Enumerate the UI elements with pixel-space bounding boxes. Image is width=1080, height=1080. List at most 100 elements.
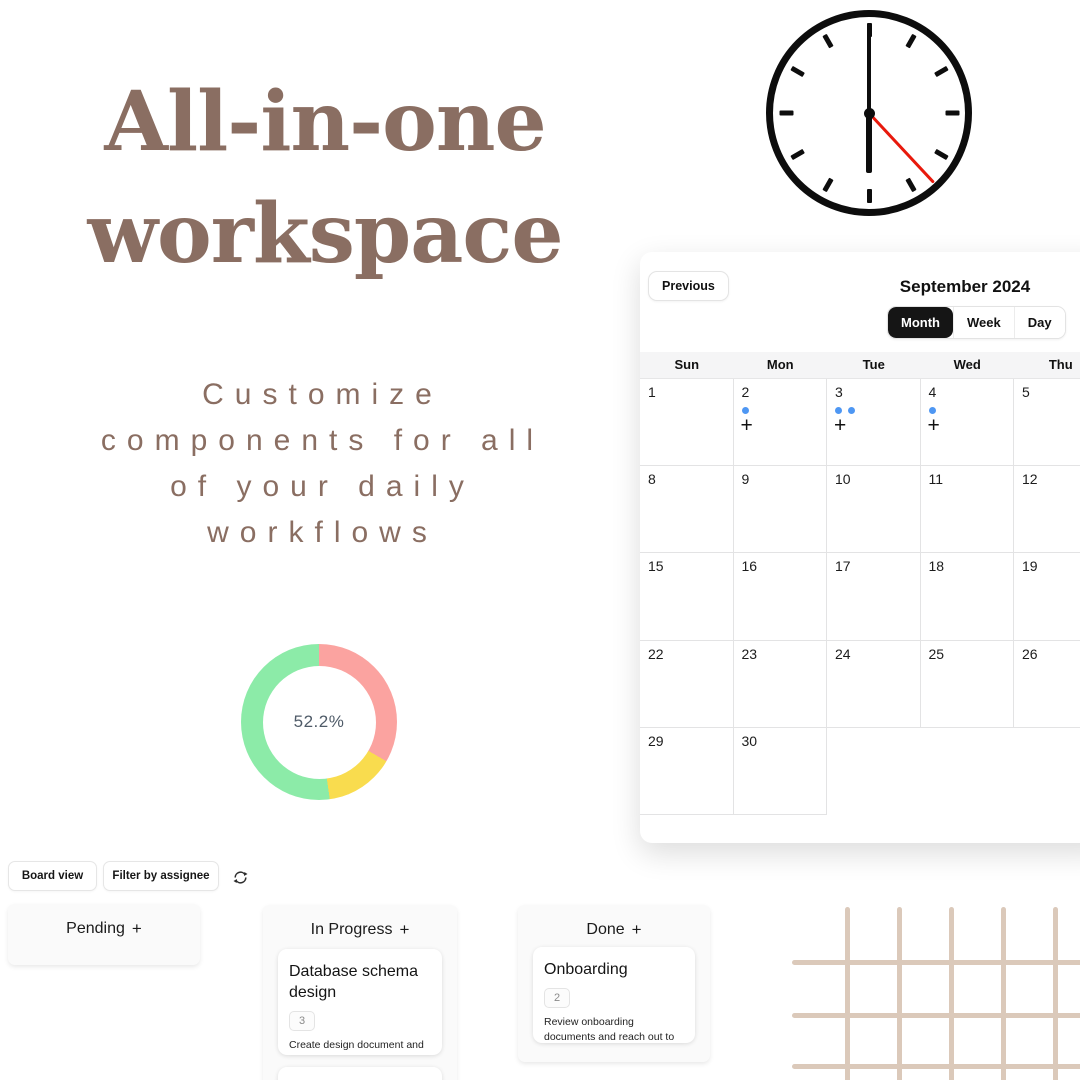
calendar-cell[interactable]: 3 + (827, 379, 921, 467)
column-header: Pending + (8, 904, 200, 938)
calendar-cell[interactable]: 26 (1014, 640, 1080, 728)
add-card-button[interactable]: + (399, 920, 410, 939)
previous-button[interactable]: Previous (648, 271, 729, 301)
calendar-view-switcher: Month Week Day (887, 306, 1066, 339)
day-number: 19 (1022, 558, 1038, 575)
clock-tick (933, 148, 949, 161)
grid-line (897, 907, 902, 1080)
column-title: Done (586, 921, 625, 938)
day-number: 10 (835, 471, 851, 488)
calendar-cell[interactable]: 17 (827, 553, 921, 641)
calendar-cell[interactable]: 2 + (733, 379, 827, 467)
card-count-badge: 3 (289, 1011, 315, 1031)
calendar-cell[interactable]: 19 (1014, 553, 1080, 641)
event-dot (928, 407, 936, 414)
day-number: 12 (1022, 471, 1038, 488)
event-dot (848, 407, 855, 414)
grid-line (1053, 907, 1058, 1080)
calendar-cell[interactable]: 24 (827, 640, 921, 728)
calendar-cell-empty (827, 728, 920, 814)
grid-line (792, 1013, 1080, 1018)
clock-center-dot (863, 107, 875, 119)
kanban-card[interactable]: Database schema design 3 Create design d… (278, 949, 442, 1055)
kanban-card[interactable]: Onboarding 2 Review onboarding documents… (533, 947, 695, 1043)
column-title: In Progress (310, 921, 393, 938)
calendar-cell[interactable]: 16 (733, 553, 827, 641)
clock-tick (779, 110, 793, 116)
kanban-card[interactable]: Test queries (278, 1067, 442, 1080)
tab-day[interactable]: Day (1013, 307, 1065, 338)
page-title-line2: workspace (87, 186, 563, 282)
day-number: 9 (741, 471, 750, 488)
filter-by-assignee-button[interactable]: Filter by assignee (103, 861, 219, 891)
card-description: Review onboarding documents and reach ou… (544, 1016, 675, 1043)
clock-tick (933, 65, 949, 78)
calendar-cell[interactable]: 25 (920, 640, 1014, 728)
clock-tick (945, 110, 959, 116)
event-dots (928, 407, 1014, 414)
add-card-button[interactable]: + (131, 919, 142, 938)
calendar-cell[interactable]: 9 (733, 466, 827, 554)
board-view-button[interactable]: Board view (8, 861, 97, 891)
add-card-button[interactable]: + (631, 920, 642, 939)
donut-center-label: 52.2% (293, 712, 345, 731)
calendar-cell[interactable]: 22 (640, 640, 734, 728)
add-event-button[interactable]: + (927, 414, 940, 437)
calendar-cell[interactable]: 23 (733, 640, 827, 728)
day-header-tue: Tue (862, 357, 885, 372)
subtitle-line: Customize (202, 378, 443, 411)
card-title: Onboarding (544, 961, 628, 978)
day-number: 18 (928, 558, 945, 575)
calendar-cell[interactable]: 29 (640, 727, 734, 815)
day-header-sun: Sun (674, 357, 700, 372)
donut-hole: 52.2% (262, 665, 376, 779)
event-dots (835, 407, 920, 414)
calendar-cell[interactable]: 18 (920, 553, 1014, 641)
card-description: Create design document and review with t… (289, 1039, 424, 1055)
tab-month[interactable]: Month (888, 307, 953, 338)
calendar-grid: 1 2 + 3 + 4 + 5 8 (640, 379, 1080, 815)
calendar-month-title: September 2024 (899, 277, 1031, 296)
clock-tick (789, 65, 805, 78)
clock-minute-hand (867, 23, 871, 113)
refresh-button[interactable] (230, 867, 250, 887)
calendar-cell-empty (1012, 728, 1080, 814)
clock-hour-hand (866, 113, 872, 173)
grid-line (792, 1064, 1080, 1069)
calendar-cell[interactable]: 5 (1014, 379, 1080, 467)
analog-clock (766, 10, 972, 216)
calendar-cell-empty (920, 728, 1013, 814)
clock-tick (789, 148, 805, 161)
day-number: 24 (835, 645, 851, 662)
calendar-cell[interactable]: 12 (1014, 466, 1080, 554)
add-event-button[interactable]: + (740, 414, 753, 437)
column-header: In Progress + (263, 905, 457, 939)
grid-line (949, 907, 954, 1080)
card-title: Database schema design (289, 963, 418, 1001)
add-event-button[interactable]: + (834, 414, 847, 437)
page-title-line1: All-in-one (104, 74, 546, 170)
refresh-icon (232, 870, 248, 884)
page-subtitle: Customize components for all of your dai… (10, 372, 635, 556)
clock-tick (904, 177, 917, 193)
grid-line (1001, 907, 1006, 1080)
calendar-cell[interactable]: 10 (827, 466, 921, 554)
day-number: 22 (648, 645, 664, 662)
calendar-cell[interactable]: 15 (640, 553, 734, 641)
tab-week[interactable]: Week (952, 307, 1014, 338)
day-number: 17 (835, 558, 851, 575)
calendar-cell[interactable]: 1 (640, 379, 734, 467)
day-number: 3 (835, 384, 843, 400)
event-dot (835, 407, 842, 414)
event-dot (741, 407, 749, 414)
calendar-cell[interactable]: 8 (640, 466, 734, 554)
calendar-cell[interactable]: 30 (733, 727, 827, 815)
donut-chart: 52.2% (241, 644, 397, 800)
day-number: 23 (741, 645, 758, 662)
clock-tick (866, 189, 872, 203)
calendar-cell[interactable]: 4 + (920, 379, 1014, 467)
calendar-cell[interactable]: 11 (920, 466, 1014, 554)
day-number: 1 (648, 384, 656, 400)
day-header-mon: Mon (766, 357, 794, 372)
grid-line (845, 907, 850, 1080)
